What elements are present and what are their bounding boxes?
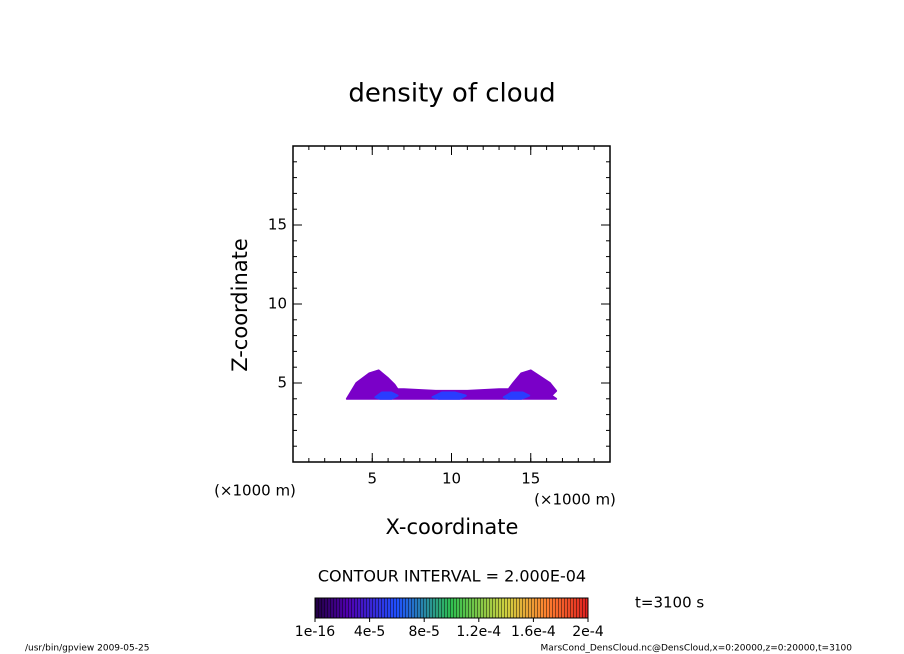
x-axis-label: X-coordinate	[386, 515, 519, 539]
x-tick-label: 15	[521, 470, 540, 488]
x-unit-label: (×1000 m)	[534, 491, 616, 509]
y-tick-label: 10	[268, 295, 287, 313]
colorbar-tick-label: 1e-16	[295, 624, 335, 640]
colorbar-tick-label: 4e-5	[354, 624, 385, 640]
y-tick-label: 15	[268, 216, 287, 234]
plot-area	[345, 369, 558, 400]
colorbar-tick-label: 1.2e-4	[456, 624, 501, 640]
chart-title: density of cloud	[348, 79, 555, 109]
plot-frame	[292, 145, 611, 463]
colorbar-stripes	[315, 598, 588, 618]
colorbar-tick-label: 1.6e-4	[511, 624, 556, 640]
y-tick-label: 5	[277, 374, 287, 392]
colorbar-tick-label: 2e-4	[572, 624, 604, 640]
contour-region	[431, 391, 467, 400]
x-tick-label: 5	[367, 470, 377, 488]
y-axis-label: Z-coordinate	[228, 238, 252, 372]
contour-region	[502, 391, 531, 400]
colorbar-tick-label: 8e-5	[408, 624, 439, 640]
contour-region	[374, 391, 399, 400]
footer-right: MarsCond_DensCloud.nc@DensCloud,x=0:2000…	[541, 644, 853, 654]
y-unit-label: (×1000 m)	[214, 482, 296, 500]
contour-region	[345, 369, 558, 400]
x-tick-label: 10	[442, 470, 461, 488]
contour-interval: CONTOUR INTERVAL = 2.000E-04	[318, 567, 586, 586]
colorbar-frame	[314, 597, 589, 619]
time-label: t=3100 s	[635, 594, 704, 612]
footer-left: /usr/bin/gpview 2009-05-25	[25, 644, 149, 654]
